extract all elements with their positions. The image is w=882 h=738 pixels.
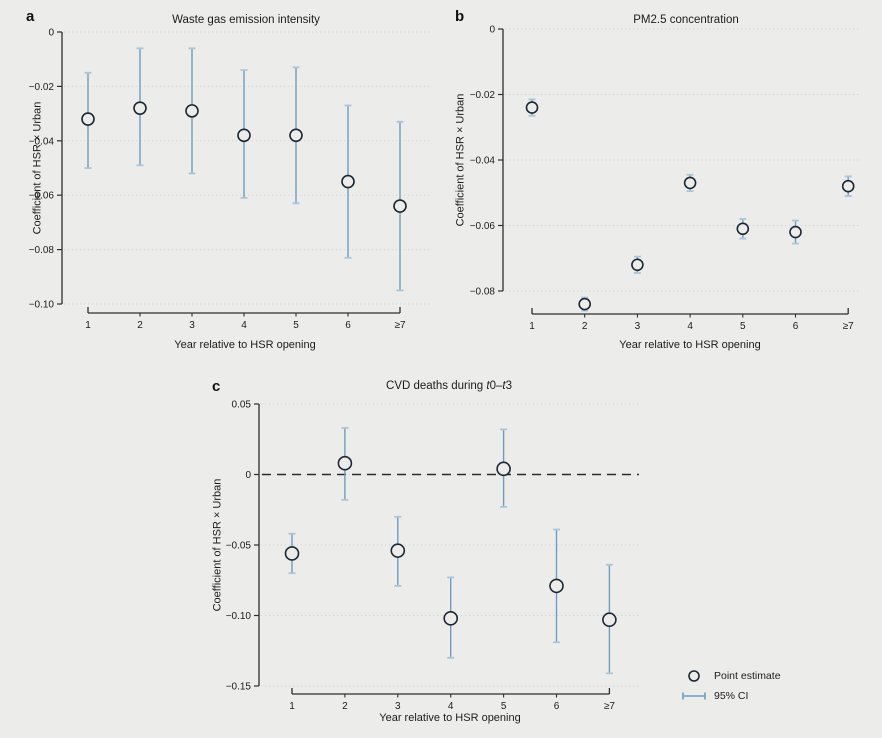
panel-c-title-part: 0– — [489, 380, 503, 392]
point-estimate-marker — [390, 543, 406, 558]
point-estimate-marker — [133, 101, 147, 115]
legend-point-estimate-label: Point estimate — [714, 669, 781, 682]
x-tick-label: 3 — [635, 321, 641, 332]
x-tick-label: 5 — [293, 320, 299, 331]
y-tick-label: −0.04 — [29, 136, 55, 147]
ci-errorbar-icon — [682, 692, 706, 700]
point-estimate-marker — [237, 128, 251, 143]
panel-c-title-part: 3 — [505, 380, 512, 392]
y-tick-label: −0.08 — [29, 245, 55, 256]
point-estimate-marker-icon — [688, 670, 700, 682]
point-estimate-marker — [337, 455, 353, 471]
x-tick-label: 1 — [289, 701, 295, 712]
point-estimate-marker — [578, 297, 592, 311]
x-tick-label: 4 — [448, 701, 454, 712]
y-tick-label: −0.10 — [29, 300, 55, 311]
panel-c-title: CVD deaths during t0–t3 — [386, 380, 512, 393]
x-tick-label: 3 — [189, 320, 195, 331]
panel-a-letter: a — [26, 8, 35, 25]
panel-c-title-italic-t3: t — [502, 380, 506, 392]
point-estimate-marker — [789, 225, 802, 239]
y-tick-label: 0.05 — [232, 400, 252, 411]
x-tick-label: 6 — [554, 701, 560, 712]
x-tick-label: 2 — [137, 320, 143, 331]
point-estimate-marker — [289, 128, 303, 143]
y-tick-label: −0.04 — [470, 156, 496, 167]
y-tick-label: 0 — [489, 25, 495, 36]
x-tick-label: 3 — [395, 701, 401, 712]
y-tick-label: 0 — [245, 470, 251, 481]
panel-a-ylabel: Coefficient of HSR × Urban — [31, 101, 44, 235]
legend: Point estimate 95% CI — [681, 669, 781, 703]
point-estimate-marker — [496, 461, 511, 477]
point-estimate-marker — [341, 174, 355, 189]
point-estimate-marker — [393, 199, 407, 213]
y-tick-label: −0.02 — [29, 82, 55, 93]
panel-c-xlabel: Year relative to HSR opening — [379, 712, 521, 724]
x-tick-label: 1 — [529, 321, 535, 332]
point-estimate-marker — [443, 611, 459, 626]
y-tick-label: −0.10 — [226, 611, 252, 622]
y-tick-label: 0 — [48, 28, 54, 39]
x-tick-label: ≥7 — [604, 701, 615, 712]
panel-b-ylabel: Coefficient of HSR × Urban — [454, 93, 467, 227]
legend-ci-row: 95% CI — [681, 689, 781, 703]
legend-point-estimate-row: Point estimate — [681, 669, 781, 683]
x-tick-label: ≥7 — [394, 320, 405, 331]
y-tick-label: −0.02 — [470, 90, 496, 101]
point-estimate-marker — [81, 112, 95, 126]
x-tick-label: 1 — [85, 320, 91, 331]
point-estimate-marker — [683, 176, 697, 190]
x-tick-label: ≥7 — [843, 321, 854, 332]
point-estimate-marker — [549, 578, 564, 594]
panel-a-xlabel: Year relative to HSR opening — [174, 339, 316, 351]
x-tick-label: 2 — [342, 701, 348, 712]
point-estimate-marker — [284, 546, 300, 561]
point-estimate-marker — [736, 222, 750, 236]
x-tick-label: 2 — [582, 321, 588, 332]
point-estimate-marker — [525, 101, 539, 114]
panel-b-letter: b — [455, 8, 465, 25]
y-tick-label: −0.06 — [470, 221, 496, 232]
x-tick-label: 4 — [241, 320, 247, 331]
legend-ci-label: 95% CI — [714, 689, 749, 702]
panel-a-title: Waste gas emission intensity — [172, 14, 320, 26]
point-estimate-marker — [631, 258, 644, 272]
panel-b-title: PM2.5 concentration — [633, 14, 739, 26]
panel-b-xlabel: Year relative to HSR opening — [619, 339, 761, 351]
x-tick-label: 6 — [793, 321, 799, 332]
y-tick-label: −0.06 — [29, 191, 55, 202]
panel-c-title-italic-t0: t — [486, 380, 490, 392]
point-estimate-marker — [841, 179, 855, 193]
x-tick-label: 6 — [345, 320, 351, 331]
x-tick-label: 5 — [501, 701, 507, 712]
point-estimate-marker — [602, 612, 617, 628]
panel-c-ylabel: Coefficient of HSR × Urban — [211, 478, 224, 612]
y-tick-label: −0.15 — [226, 682, 252, 693]
y-tick-label: −0.08 — [470, 287, 496, 298]
panel-c-title-part: CVD deaths during — [386, 380, 487, 392]
x-tick-label: 5 — [740, 321, 746, 332]
y-tick-label: −0.05 — [226, 541, 252, 552]
x-tick-label: 4 — [687, 321, 693, 332]
point-estimate-marker — [185, 104, 199, 118]
panel-c-letter: c — [212, 378, 221, 395]
